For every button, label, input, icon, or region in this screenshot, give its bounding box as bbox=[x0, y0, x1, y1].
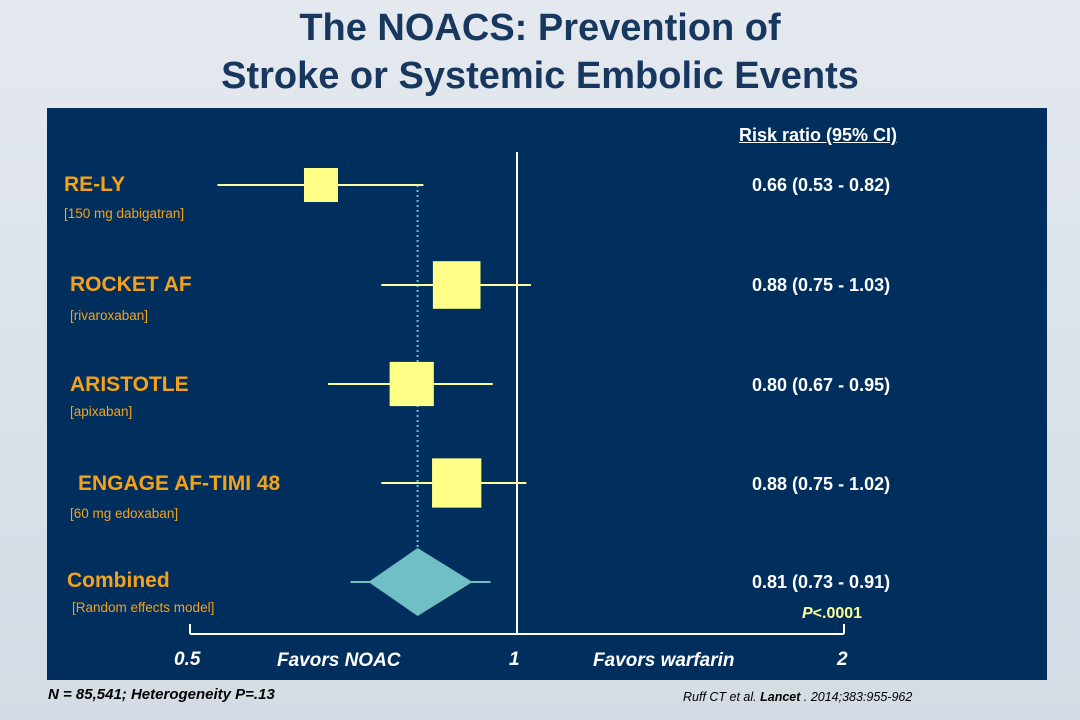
citation-details: . 2014;383:955-962 bbox=[800, 690, 913, 704]
study-name-combined: Combined bbox=[67, 569, 170, 592]
rr-value-combined: 0.81 (0.73 - 0.91) bbox=[752, 572, 891, 592]
title-line-2: Stroke or Systemic Embolic Events bbox=[221, 55, 859, 97]
combined-diamond bbox=[368, 548, 473, 616]
study-name-aristotle: ARISTOTLE bbox=[70, 373, 189, 396]
rr-value-rocket: 0.88 (0.75 - 1.03) bbox=[752, 275, 891, 295]
forest-plot bbox=[189, 152, 845, 635]
citation-journal: Lancet bbox=[760, 690, 801, 704]
study-sub-rely: [150 mg dabigatran] bbox=[64, 206, 185, 221]
study-name-engage: ENGAGE AF-TIMI 48 bbox=[78, 472, 281, 495]
p-value: P<.0001 bbox=[802, 605, 862, 623]
study-sub-aristotle: [apixaban] bbox=[70, 404, 133, 419]
rr-value-aristotle: 0.80 (0.67 - 0.95) bbox=[752, 375, 891, 395]
study-name-rocket: ROCKET AF bbox=[70, 273, 192, 296]
estimate-box-aristotle bbox=[389, 361, 434, 407]
forest-plot-panel: Risk ratio (95% CI) RE-LY [150 mg dabiga… bbox=[47, 108, 1047, 680]
rr-value-rely: 0.66 (0.53 - 0.82) bbox=[752, 175, 891, 195]
study-sub-rocket: [rivaroxaban] bbox=[70, 308, 149, 323]
tick-label-0-5: 0.5 bbox=[174, 649, 201, 670]
rr-value-engage: 0.88 (0.75 - 1.02) bbox=[752, 474, 891, 494]
p-value-rest: <.0001 bbox=[812, 605, 863, 622]
study-sub-combined: [Random effects model] bbox=[72, 600, 215, 615]
favors-warfarin-label: Favors warfarin bbox=[593, 650, 735, 671]
tick-label-2: 2 bbox=[837, 649, 848, 670]
tick-label-1: 1 bbox=[509, 649, 520, 670]
favors-noac-label: Favors NOAC bbox=[277, 650, 401, 671]
sample-size-note: N = 85,541; Heterogeneity P=.13 bbox=[48, 686, 275, 703]
estimate-box-engage-af-timi-48 bbox=[432, 458, 482, 508]
estimate-box-re-ly bbox=[303, 168, 338, 202]
title-line-1: The NOACS: Prevention of bbox=[299, 7, 781, 49]
p-value-prefix: P bbox=[802, 605, 813, 622]
estimate-box-rocket-af bbox=[432, 261, 481, 309]
citation: Ruff CT et al. Lancet . 2014;383:955-962 bbox=[683, 690, 912, 704]
study-name-rely: RE-LY bbox=[64, 173, 126, 196]
citation-authors: Ruff CT et al. bbox=[683, 690, 761, 704]
risk-ratio-header: Risk ratio (95% CI) bbox=[739, 125, 898, 145]
study-sub-engage: [60 mg edoxaban] bbox=[70, 506, 179, 521]
slide-title: The NOACS: Prevention of Stroke or Syste… bbox=[0, 4, 1080, 100]
